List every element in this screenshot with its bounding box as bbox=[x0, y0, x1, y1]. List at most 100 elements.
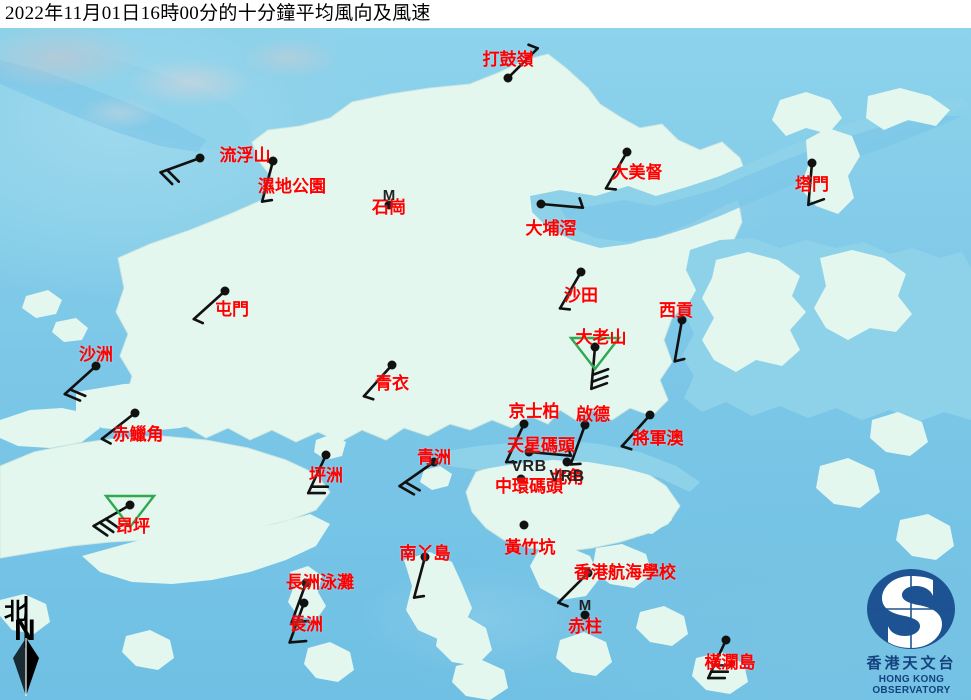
wind-barb bbox=[558, 270, 583, 311]
wind-barb bbox=[673, 318, 686, 363]
page-title: 2022年11月01日16時00分的十分鐘平均風向及風速 bbox=[0, 0, 971, 28]
compass-rose: 北 N bbox=[4, 592, 58, 700]
station-label: 塔門 bbox=[795, 175, 829, 194]
wind-barb bbox=[539, 197, 585, 209]
station-label: 濕地公園 bbox=[258, 177, 326, 196]
station-label: 青洲 bbox=[417, 448, 451, 467]
station-label: 橫瀾島 bbox=[704, 653, 756, 672]
station-marker[interactable] bbox=[519, 419, 529, 429]
wind-barb bbox=[288, 601, 308, 644]
station-marker[interactable] bbox=[677, 315, 687, 325]
station-label: 京士柏 bbox=[508, 402, 560, 421]
station-marker[interactable] bbox=[516, 474, 526, 484]
station-marker[interactable] bbox=[562, 457, 572, 467]
station-label: 香港航海學校 bbox=[574, 563, 676, 582]
hko-emblem-icon bbox=[867, 569, 955, 649]
station-label: 青衣 bbox=[375, 374, 409, 393]
station-label: 北角 bbox=[550, 468, 584, 487]
station-marker[interactable] bbox=[301, 578, 311, 588]
station-label: 黃竹坑 bbox=[504, 538, 556, 557]
station-marker[interactable] bbox=[321, 450, 331, 460]
station-marker[interactable] bbox=[429, 457, 439, 467]
station-marker[interactable] bbox=[536, 199, 546, 209]
station-label: 沙田 bbox=[564, 286, 598, 305]
compass-label-en: N bbox=[14, 614, 36, 647]
hko-name-en: HONG KONG OBSERVATORY bbox=[872, 674, 951, 696]
wind-barb bbox=[192, 289, 227, 325]
wind-barb bbox=[63, 364, 98, 402]
wind-barb bbox=[306, 453, 330, 495]
station-marker[interactable] bbox=[299, 598, 309, 608]
wind-barb bbox=[590, 345, 610, 391]
wind-barb bbox=[706, 638, 733, 680]
wind-barb bbox=[504, 422, 526, 464]
station-label: 長洲 bbox=[289, 615, 323, 634]
wind-barb bbox=[92, 503, 132, 537]
station-marker[interactable] bbox=[130, 408, 140, 418]
wind-barb bbox=[807, 161, 826, 207]
station-label: 打鼓嶺 bbox=[482, 50, 534, 69]
station-label: 昂坪 bbox=[116, 517, 150, 536]
station-label: 啟德 bbox=[576, 405, 610, 424]
station-variable-flag: VRB bbox=[549, 468, 585, 485]
station-marker[interactable] bbox=[503, 73, 513, 83]
station-marker[interactable] bbox=[524, 447, 534, 457]
station-marker[interactable] bbox=[580, 420, 590, 430]
strong-wind-alert-triangle bbox=[568, 336, 622, 371]
wind-barb bbox=[398, 460, 436, 496]
station-marker[interactable] bbox=[580, 610, 590, 620]
station-marker[interactable] bbox=[622, 147, 632, 157]
station-marker[interactable] bbox=[576, 267, 586, 277]
station-marker[interactable] bbox=[384, 200, 394, 210]
station-marker[interactable] bbox=[268, 156, 278, 166]
station-label: 中環碼頭 bbox=[495, 477, 563, 496]
station-label: 大埔滘 bbox=[525, 219, 577, 238]
station-label: 長洲泳灘 bbox=[286, 573, 354, 592]
station-marker[interactable] bbox=[125, 500, 135, 510]
station-label: 流浮山 bbox=[219, 146, 271, 165]
wind-barb bbox=[290, 581, 310, 624]
station-marker[interactable] bbox=[220, 286, 230, 296]
station-label: 坪洲 bbox=[309, 466, 343, 485]
hko-logo: 香港天文台 HONG KONG OBSERVATORY bbox=[852, 566, 971, 700]
wind-barb bbox=[620, 413, 652, 451]
station-label: 大美督 bbox=[611, 163, 663, 182]
hko-name-cn: 香港天文台 bbox=[866, 656, 957, 672]
wind-barb bbox=[362, 363, 394, 401]
station-label: 西貢 bbox=[659, 301, 693, 320]
station-label: 將軍澳 bbox=[632, 429, 684, 448]
wind-barb bbox=[412, 555, 427, 599]
station-marker[interactable] bbox=[590, 342, 600, 352]
station-missing-flag: M bbox=[578, 597, 592, 614]
wind-barb bbox=[159, 156, 202, 186]
compass-needle-icon bbox=[13, 596, 39, 696]
compass-label-cn: 北 bbox=[4, 599, 27, 624]
station-marker[interactable] bbox=[91, 361, 101, 371]
station-label: 赤柱 bbox=[568, 617, 602, 636]
wind-barb bbox=[260, 159, 275, 203]
station-marker[interactable] bbox=[420, 552, 430, 562]
station-label: 南丫島 bbox=[399, 544, 451, 563]
station-label: 屯門 bbox=[215, 300, 249, 319]
station-marker[interactable] bbox=[583, 568, 593, 578]
station-label: 石崗 bbox=[372, 198, 406, 217]
wind-barb bbox=[557, 571, 590, 608]
station-marker[interactable] bbox=[195, 153, 205, 163]
station-marker[interactable] bbox=[721, 635, 731, 645]
station-label: 赤鱲角 bbox=[112, 425, 164, 444]
station-variable-flag: VRB bbox=[511, 458, 547, 475]
station-marker[interactable] bbox=[387, 360, 397, 370]
wind-barb bbox=[604, 150, 629, 191]
station-missing-flag: M bbox=[382, 187, 396, 204]
station-marker[interactable] bbox=[807, 158, 817, 168]
station-label: 大老山 bbox=[575, 328, 627, 347]
station-label: 天星碼頭 bbox=[507, 436, 575, 455]
wind-barb bbox=[569, 423, 587, 466]
station-marker[interactable] bbox=[519, 520, 529, 530]
station-marker[interactable] bbox=[645, 410, 655, 420]
mainland-urban-texture bbox=[0, 28, 400, 148]
wind-barb bbox=[100, 411, 137, 445]
